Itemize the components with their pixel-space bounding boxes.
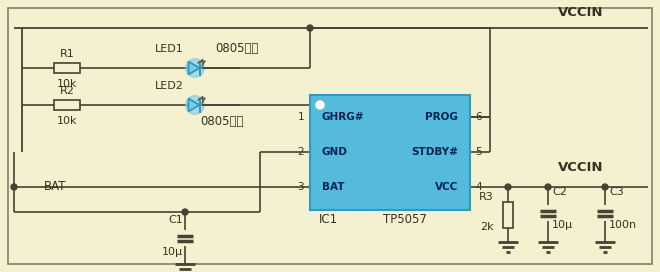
Text: LED1: LED1 [154, 44, 183, 54]
Text: 100n: 100n [609, 220, 637, 230]
Text: GHRG#: GHRG# [322, 112, 364, 122]
Text: 6: 6 [475, 112, 482, 122]
Circle shape [316, 101, 324, 109]
Text: C3: C3 [609, 187, 624, 197]
Circle shape [11, 184, 17, 190]
Polygon shape [189, 61, 199, 75]
Text: R1: R1 [59, 49, 75, 59]
Text: 0805绿灯: 0805绿灯 [215, 42, 259, 55]
Polygon shape [189, 98, 199, 112]
Text: 10μ: 10μ [552, 220, 573, 230]
Text: 4: 4 [475, 182, 482, 192]
Circle shape [307, 25, 313, 31]
Circle shape [182, 209, 188, 215]
Bar [310, 95, 470, 210]
Text: C1: C1 [168, 215, 183, 225]
Circle shape [602, 184, 608, 190]
Text: VCCIN: VCCIN [558, 161, 603, 174]
Text: R2: R2 [59, 86, 75, 96]
Text: VCC: VCC [435, 182, 458, 192]
Text: R3: R3 [479, 192, 494, 202]
Circle shape [505, 184, 511, 190]
Bar [54, 100, 80, 110]
Circle shape [185, 96, 205, 114]
Text: C2: C2 [552, 187, 567, 197]
Text: IC1: IC1 [318, 213, 337, 226]
Text: GND: GND [322, 147, 348, 157]
Text: 0805红灯: 0805红灯 [200, 115, 244, 128]
Text: LED2: LED2 [154, 81, 183, 91]
Text: STDBY#: STDBY# [411, 147, 458, 157]
Circle shape [185, 59, 205, 77]
Bar [503, 202, 513, 228]
Text: BAT: BAT [322, 182, 345, 192]
Text: 2k: 2k [480, 222, 494, 232]
Text: BAT: BAT [44, 180, 66, 193]
Circle shape [545, 184, 551, 190]
Text: 2: 2 [298, 147, 304, 157]
Text: 10k: 10k [57, 116, 77, 126]
Text: 5: 5 [475, 147, 482, 157]
Text: VCCIN: VCCIN [558, 6, 603, 19]
Text: 10k: 10k [57, 79, 77, 89]
Bar [54, 63, 80, 73]
Text: TP5057: TP5057 [383, 213, 427, 226]
Text: 3: 3 [298, 182, 304, 192]
Text: 1: 1 [298, 112, 304, 122]
Text: 10μ: 10μ [162, 247, 183, 257]
Text: PROG: PROG [425, 112, 458, 122]
